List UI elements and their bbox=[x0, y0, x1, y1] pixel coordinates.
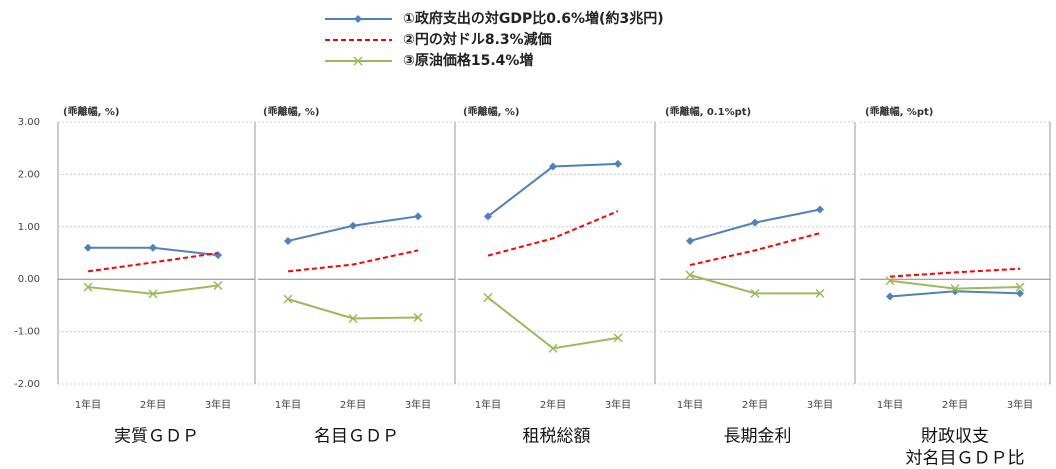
panel-title: 長期金利 bbox=[724, 427, 792, 447]
marker bbox=[886, 292, 894, 301]
marker bbox=[1015, 282, 1025, 292]
x-tick-label: 3年目 bbox=[1007, 398, 1033, 411]
marker bbox=[349, 221, 357, 230]
marker bbox=[284, 236, 292, 245]
y-tick-label: 1.00 bbox=[18, 222, 40, 233]
x-tick-label: 2年目 bbox=[340, 398, 366, 411]
series-line bbox=[87, 284, 219, 295]
marker bbox=[885, 276, 895, 286]
x-tick-label: 3年目 bbox=[205, 398, 231, 411]
x-tick-label: 2年目 bbox=[140, 398, 166, 411]
marker bbox=[213, 280, 223, 291]
marker bbox=[686, 236, 694, 245]
marker bbox=[483, 293, 493, 303]
panel-title: 実質ＧＤＰ bbox=[114, 427, 199, 447]
unit-label: (乖離幅, %) bbox=[63, 105, 119, 118]
marker bbox=[815, 288, 825, 298]
series-line bbox=[487, 210, 619, 257]
unit-label: (乖離幅, 0.1%pt) bbox=[665, 105, 751, 118]
series-line bbox=[287, 298, 419, 320]
marker bbox=[549, 162, 557, 171]
marker bbox=[484, 212, 492, 221]
legend-label: ③原油価格15.4%増 bbox=[403, 52, 533, 69]
marker bbox=[1016, 289, 1024, 298]
x-tick-label: 1年目 bbox=[275, 398, 301, 411]
y-tick-label: -2.00 bbox=[14, 379, 40, 390]
legend-label: ①政府支出の対GDP比0.6%増(約3兆円) bbox=[403, 10, 664, 27]
series-line bbox=[689, 274, 820, 295]
marker bbox=[83, 282, 93, 292]
y-tick-label: -1.00 bbox=[14, 327, 40, 338]
marker bbox=[348, 313, 358, 324]
marker bbox=[685, 270, 695, 280]
marker bbox=[613, 333, 623, 343]
marker bbox=[84, 243, 92, 252]
series-line bbox=[889, 267, 1021, 278]
series-line bbox=[87, 252, 219, 273]
marker bbox=[414, 212, 422, 221]
unit-label: (乖離幅, %) bbox=[463, 105, 519, 118]
x-tick-label: 2年目 bbox=[540, 398, 566, 411]
marker bbox=[148, 289, 158, 299]
marker bbox=[149, 243, 157, 252]
marker bbox=[548, 343, 558, 353]
marker bbox=[354, 15, 362, 23]
series-line bbox=[689, 232, 821, 267]
y-tick-label: 3.00 bbox=[18, 117, 40, 128]
series-line bbox=[287, 249, 419, 273]
panel-title: 租税総額 bbox=[523, 427, 591, 447]
series-line bbox=[487, 162, 619, 218]
marker bbox=[751, 218, 759, 227]
x-tick-label: 3年目 bbox=[405, 398, 431, 411]
x-tick-label: 3年目 bbox=[807, 398, 833, 411]
unit-label: (乖離幅, %) bbox=[263, 105, 319, 118]
y-tick-label: 0.00 bbox=[18, 274, 40, 285]
x-tick-label: 1年目 bbox=[475, 398, 501, 411]
marker bbox=[950, 284, 960, 294]
x-tick-label: 2年目 bbox=[742, 398, 768, 411]
y-tick-label: 2.00 bbox=[18, 169, 40, 180]
marker bbox=[353, 56, 363, 66]
unit-label: (乖離幅, %pt) bbox=[865, 105, 933, 118]
x-tick-label: 3年目 bbox=[605, 398, 631, 411]
panel-subtitle: 対名目ＧＤＰ比 bbox=[906, 449, 1025, 469]
series-line bbox=[487, 296, 619, 350]
panel-title: 財政収支 bbox=[921, 427, 989, 447]
marker bbox=[750, 288, 760, 298]
legend-label: ②円の対ドル8.3%減価 bbox=[403, 31, 552, 48]
x-tick-label: 1年目 bbox=[877, 398, 903, 411]
x-tick-label: 1年目 bbox=[677, 398, 703, 411]
x-tick-label: 2年目 bbox=[942, 398, 968, 411]
marker bbox=[413, 312, 423, 322]
x-tick-label: 1年目 bbox=[75, 398, 101, 411]
panel-title: 名目ＧＤＰ bbox=[314, 427, 399, 447]
marker bbox=[816, 205, 824, 214]
marker bbox=[614, 159, 622, 168]
marker bbox=[283, 294, 293, 304]
marker bbox=[214, 251, 222, 260]
